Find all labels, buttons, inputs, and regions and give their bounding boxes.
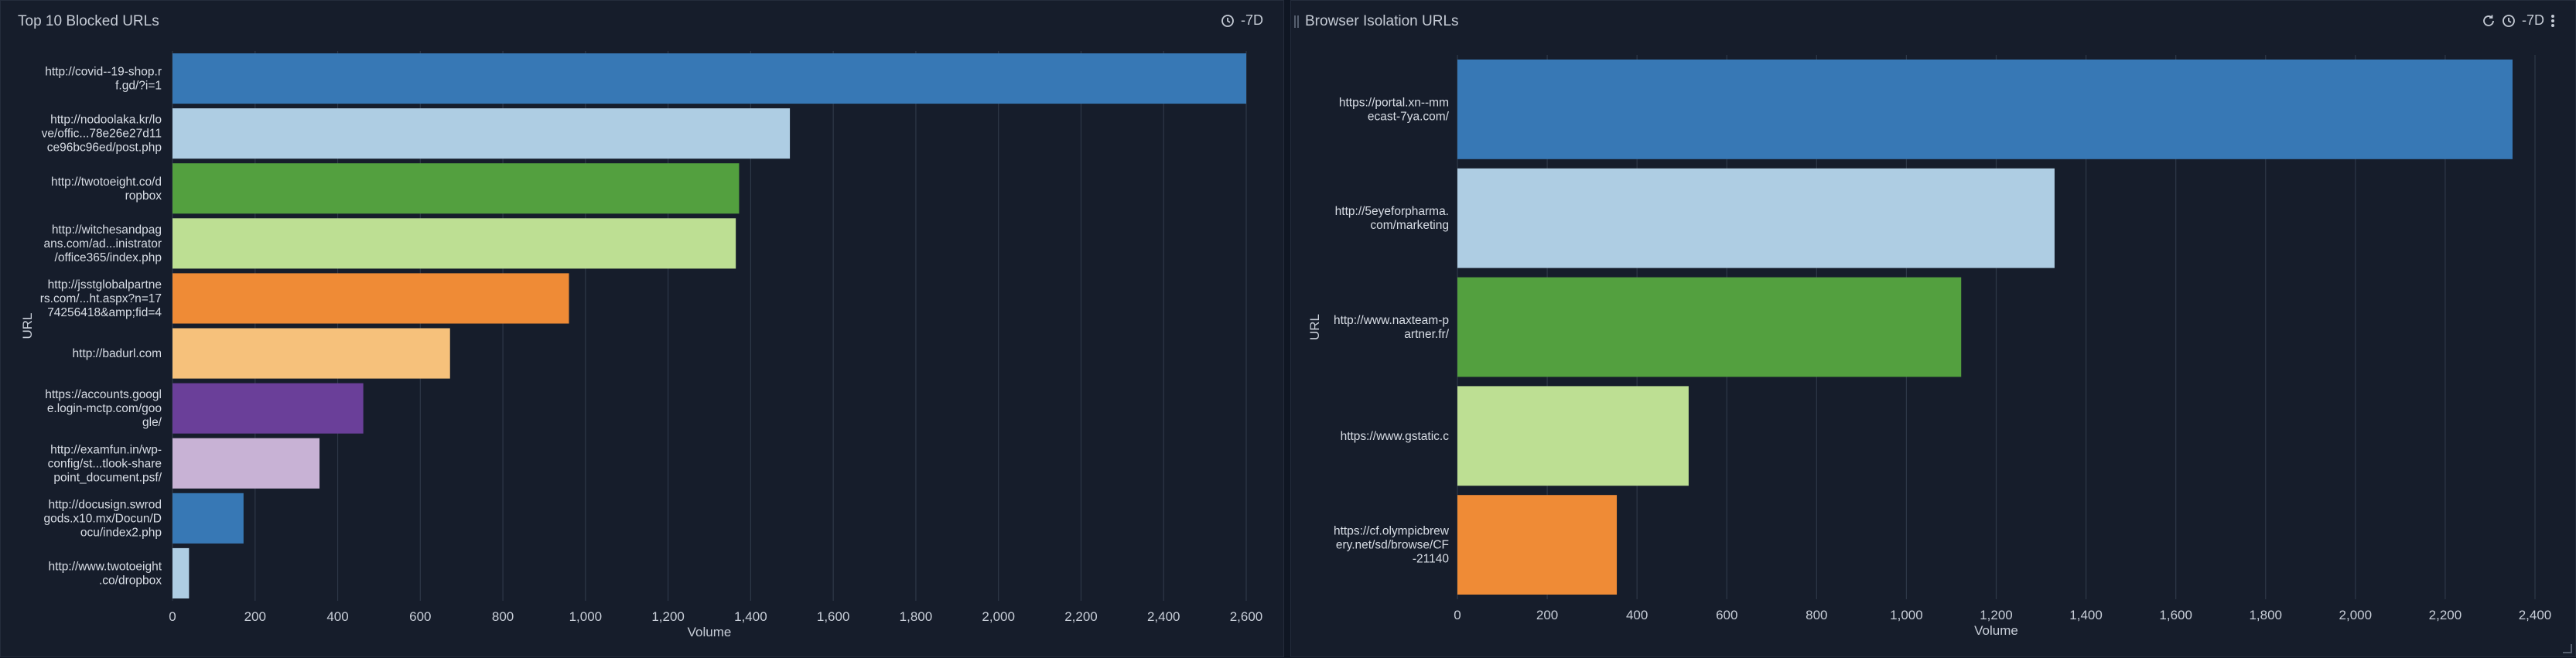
bar — [173, 273, 569, 324]
category-label: http://badurl.com — [73, 347, 162, 360]
category-label: https://accounts.googl e.login-mctp.com/g… — [45, 388, 162, 429]
bar — [173, 547, 190, 598]
bar — [173, 53, 1246, 104]
clock-icon[interactable] — [1221, 14, 1235, 28]
x-tick-label: 1,400 — [734, 609, 767, 624]
browser-isolation-chart: 0 200 400 600 800 1,000 1,200 1,400 1,600 1,800 2,… — [1307, 55, 2552, 638]
bar — [1457, 277, 1962, 377]
x-tick-label: 1,200 — [1980, 608, 2013, 622]
drag-handle-icon[interactable] — [1294, 15, 1299, 28]
x-tick-label: 1,600 — [817, 609, 850, 624]
category-label: http://twotoeight.co/d ropbox — [51, 176, 162, 203]
x-axis-title: Volume — [1974, 623, 2018, 638]
category-label: http://docusign.swrod gods.x10.mx/Docun/D… — [44, 498, 162, 539]
category-label: http://www.naxteam-p artner.fr/ — [1334, 314, 1450, 341]
bar — [173, 438, 320, 489]
time-range-label[interactable]: -7D — [2521, 12, 2544, 28]
panel-tools: -7D — [1221, 12, 1263, 29]
more-vertical-icon[interactable] — [2550, 14, 2555, 28]
refresh-icon[interactable] — [2482, 14, 2496, 28]
x-tick-label: 200 — [1536, 608, 1558, 622]
bar — [173, 218, 736, 269]
x-tick-label: 2,000 — [2339, 608, 2373, 622]
category-label: http://jsstglobalpartne rs.com/...ht.aspx… — [40, 278, 162, 319]
bar — [173, 108, 791, 159]
y-axis-title: URL — [20, 312, 35, 339]
category-label: http://nodoolaka.kr/lo ve/offic...78e26e2… — [42, 114, 162, 155]
category-label: http://covid--19-shop.r f.gd/?i=1 — [45, 66, 162, 93]
category-label: http://5eyeforpharma. com/marketing — [1335, 205, 1449, 232]
blocked-urls-panel: Top 10 Blocked URLs -7D 0 200 400 600 800 1,0… — [0, 0, 1284, 657]
bar — [1457, 60, 2513, 159]
bar — [173, 328, 450, 379]
x-tick-label: 600 — [409, 609, 431, 624]
bar — [1457, 495, 1618, 595]
category-label: http://witchesandpag ans.com/ad...inistra… — [44, 223, 162, 264]
bar — [1457, 168, 2055, 268]
x-tick-label: 0 — [1454, 608, 1461, 622]
bar — [173, 163, 740, 214]
category-label: https://portal.xn--mm ecast-7ya.com/ — [1339, 96, 1450, 123]
panel-title: Top 10 Blocked URLs — [18, 13, 159, 29]
resize-handle-icon[interactable] — [2563, 644, 2572, 653]
bar — [173, 383, 364, 434]
x-tick-label: 1,400 — [2069, 608, 2103, 622]
x-tick-label: 1,000 — [1890, 608, 1923, 622]
x-tick-label: 0 — [169, 609, 176, 624]
category-label: http://examfun.in/wp-config/st...tlook-s… — [48, 443, 162, 484]
x-tick-label: 1,800 — [2249, 608, 2282, 622]
x-tick-label: 1,800 — [900, 609, 933, 624]
category-label: https://cf.olympicbrew ery.net/sd/browse/… — [1334, 525, 1450, 566]
y-axis-title: URL — [1307, 314, 1322, 340]
x-axis-title: Volume — [688, 625, 732, 639]
x-tick-label: 1,600 — [2159, 608, 2192, 622]
x-tick-label: 2,200 — [2429, 608, 2462, 622]
x-tick-label: 1,200 — [651, 609, 685, 624]
bar — [1457, 386, 1689, 486]
panel-tools: -7D — [2482, 12, 2555, 29]
x-tick-label: 2,400 — [2519, 608, 2552, 622]
blocked-urls-chart: 0 200 400 600 800 1,000 1,200 1,400 1,600 1,800 2,… — [20, 51, 1263, 639]
x-tick-label: 2,200 — [1064, 609, 1098, 624]
x-tick-label: 2,000 — [982, 609, 1015, 624]
x-tick-label: 800 — [1806, 608, 1827, 622]
x-tick-label: 600 — [1716, 608, 1737, 622]
x-tick-label: 2,600 — [1230, 609, 1263, 624]
x-tick-label: 1,000 — [569, 609, 603, 624]
x-tick-label: 400 — [1626, 608, 1648, 622]
time-range-label[interactable]: -7D — [1240, 12, 1263, 28]
x-tick-label: 200 — [244, 609, 266, 624]
x-tick-label: 400 — [326, 609, 348, 624]
bar — [173, 493, 244, 544]
browser-isolation-panel: Browser Isolation URLs -7D 0 200 400 600 800… — [1290, 0, 2576, 657]
category-label: https://www.gstatic.c — [1341, 430, 1450, 443]
x-tick-label: 800 — [492, 609, 514, 624]
category-label: http://www.twotoeight .co/dropbox — [49, 560, 162, 587]
clock-icon[interactable] — [2502, 14, 2516, 28]
panel-title: Browser Isolation URLs — [1305, 13, 1459, 29]
x-tick-label: 2,400 — [1147, 609, 1180, 624]
